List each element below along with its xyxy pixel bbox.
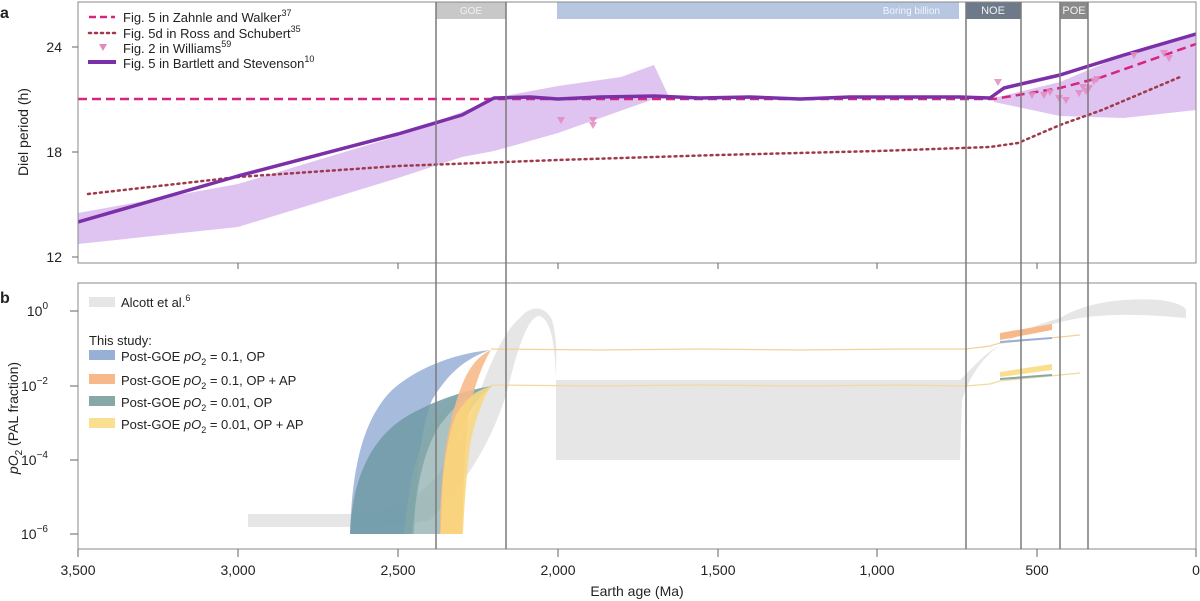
panel-a-ytick-18: 18 <box>46 144 62 160</box>
poe-band <box>1060 2 1088 19</box>
panel-b-ytick-1e-4: 10−4 <box>21 450 48 468</box>
legend-0.01-op: Post-GOE pO2 = 0.01, OP <box>121 395 272 413</box>
williams-markers <box>557 50 1173 129</box>
xtick-1000: 1,000 <box>859 562 894 578</box>
panel-a: GOE Boring billion NOE POE <box>0 1 1197 269</box>
boring-billion-label: Boring billion <box>883 6 940 17</box>
xtick-0: 0 <box>1192 562 1200 578</box>
panel-a-label: a <box>0 5 9 22</box>
panel-b-legend: Alcott et al.6 This study: Post-GOE pO2 … <box>89 293 304 435</box>
legend-triangle-icon <box>99 44 107 51</box>
panel-b-axes-box <box>77 282 1197 550</box>
legend-zahnle-walker: Fig. 5 in Zahnle and Walker37 <box>123 8 292 25</box>
legend-swatch-0.1-op-ap <box>89 374 115 384</box>
xtick-1500: 1,500 <box>700 562 735 578</box>
panel-a-yticks <box>72 46 78 258</box>
recent-0.1-op <box>1000 337 1052 343</box>
xtick-2500: 2,500 <box>380 562 415 578</box>
alcott-envelope <box>248 299 1186 528</box>
flat-line-0.01 <box>490 372 1081 387</box>
bartlett-stevenson-line <box>77 32 1197 224</box>
event-boundary-lines <box>435 2 1089 549</box>
legend-0.1-op-ap: Post-GOE pO2 = 0.1, OP + AP <box>121 373 296 391</box>
legend-ross-schubert: Fig. 5d in Ross and Schubert35 <box>123 24 301 41</box>
poe-label: POE <box>1062 5 1085 17</box>
recent-0.01-op <box>1000 374 1052 380</box>
legend-swatch-0.1-op <box>89 350 115 360</box>
legend-alcott-swatch <box>89 297 115 307</box>
ross-schubert-line <box>86 75 1182 196</box>
panel-a-xticks <box>237 263 1038 269</box>
legend-0.1-op: Post-GOE pO2 = 0.1, OP <box>121 349 265 367</box>
recent-0.1-op-ap <box>1000 324 1052 340</box>
x-axis-label: Earth age (Ma) <box>590 583 683 599</box>
panel-a-ytick-12: 12 <box>46 249 62 265</box>
panel-b-ytick-1e-6: 10−6 <box>21 524 48 542</box>
goe-label: GOE <box>460 6 483 17</box>
panel-b: 100 10−2 10−4 10−6 3,500 3,000 2,500 2,0… <box>0 282 1200 599</box>
xtick-3500: 3,500 <box>60 562 95 578</box>
legend-0.01-op-ap: Post-GOE pO2 = 0.01, OP + AP <box>121 417 304 435</box>
goe-band <box>436 2 506 19</box>
panel-b-yticks <box>70 310 78 535</box>
noe-label: NOE <box>981 5 1005 17</box>
panel-a-ylabel: Diel period (h) <box>15 88 31 176</box>
legend-alcott: Alcott et al.6 <box>121 293 190 310</box>
legend-swatch-0.01-op <box>89 396 115 406</box>
legend-heading: This study: <box>89 333 152 348</box>
flat-line-0.1 <box>490 334 1081 351</box>
xtick-500: 500 <box>1025 562 1049 578</box>
panel-b-xticks <box>77 549 1197 557</box>
bartlett-uncertainty-band <box>78 65 670 244</box>
series-pO2-0.01-op-ap <box>441 386 491 534</box>
legend-swatch-0.01-op-ap <box>89 418 115 428</box>
boring-billion-band <box>557 2 959 19</box>
panel-b-ylabel: pO2 (PAL fraction) <box>5 362 25 475</box>
panel-b-ytick-1e0: 100 <box>27 301 49 319</box>
panel-b-ytick-1e-2: 10−2 <box>21 376 48 394</box>
recent-0.01-op-ap <box>1000 364 1052 377</box>
noe-band <box>966 2 1021 19</box>
panel-a-axes-box <box>77 1 1197 264</box>
legend-bartlett-stevenson: Fig. 5 in Bartlett and Stevenson10 <box>123 54 314 71</box>
xtick-2000: 2,000 <box>540 562 575 578</box>
panel-b-label: b <box>0 290 10 307</box>
panel-a-ytick-24: 24 <box>46 39 62 55</box>
panel-a-legend: Fig. 5 in Zahnle and Walker37 Fig. 5d in… <box>87 8 314 71</box>
legend-williams: Fig. 2 in Williams59 <box>123 39 231 56</box>
xtick-3000: 3,000 <box>220 562 255 578</box>
